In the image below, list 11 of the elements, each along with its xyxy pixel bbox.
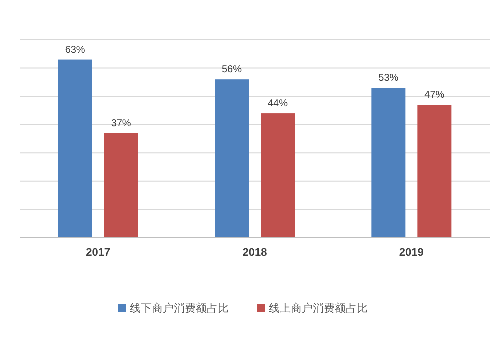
x-tick-label: 2017 bbox=[86, 247, 111, 259]
x-tick-label: 2019 bbox=[399, 247, 424, 259]
data-label: 37% bbox=[111, 118, 132, 130]
x-tick-label: 2018 bbox=[242, 247, 268, 259]
data-label: 53% bbox=[378, 73, 399, 84]
data-label: 44% bbox=[268, 98, 288, 110]
data-label: 56% bbox=[222, 64, 242, 76]
legend-label: 线下商户消费额占比 bbox=[130, 302, 229, 315]
legend-label: 线上商户消费额占比 bbox=[269, 302, 368, 315]
data-label: 47% bbox=[424, 90, 445, 102]
data-label: 63% bbox=[65, 44, 86, 56]
